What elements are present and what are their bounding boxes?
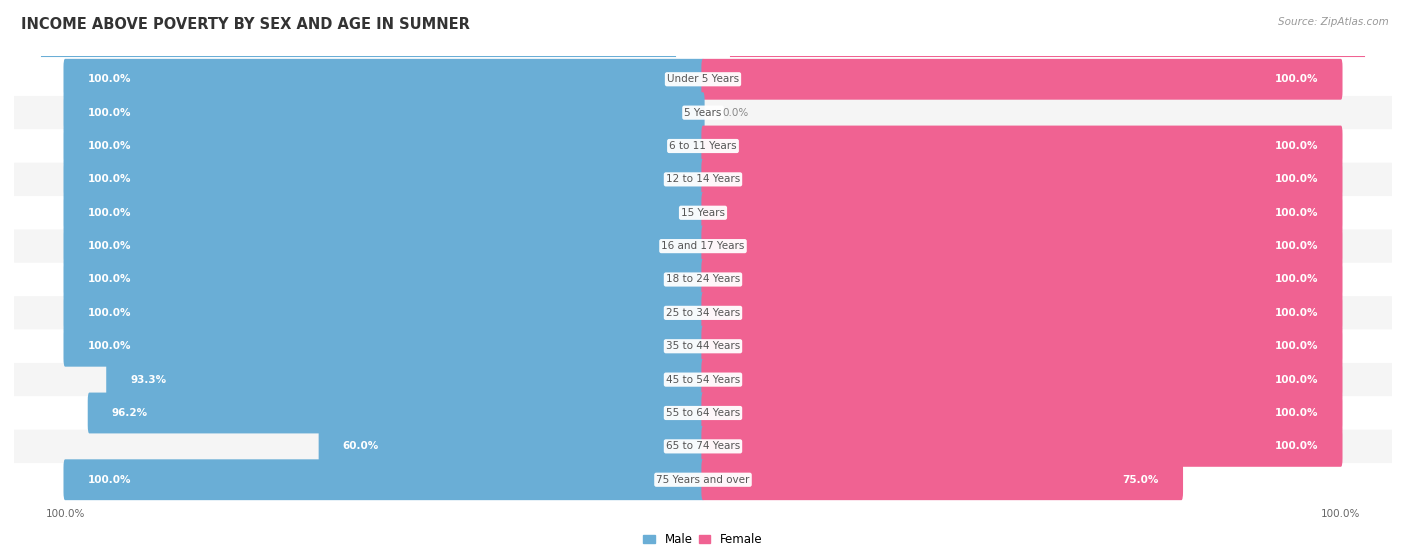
Text: 100.0%: 100.0% bbox=[1275, 408, 1319, 418]
Text: 100.0%: 100.0% bbox=[1275, 375, 1319, 385]
FancyBboxPatch shape bbox=[14, 129, 1392, 163]
Text: 96.2%: 96.2% bbox=[111, 408, 148, 418]
Text: 100.0%: 100.0% bbox=[1275, 174, 1319, 184]
FancyBboxPatch shape bbox=[702, 392, 1343, 433]
Text: 100.0%: 100.0% bbox=[87, 341, 131, 351]
Text: 100.0%: 100.0% bbox=[1275, 208, 1319, 218]
Text: 100.0%: 100.0% bbox=[87, 141, 131, 151]
FancyBboxPatch shape bbox=[63, 159, 704, 200]
FancyBboxPatch shape bbox=[702, 192, 1343, 233]
FancyBboxPatch shape bbox=[319, 426, 704, 467]
FancyBboxPatch shape bbox=[87, 392, 704, 433]
Text: 35 to 44 Years: 35 to 44 Years bbox=[666, 341, 740, 351]
FancyBboxPatch shape bbox=[14, 163, 1392, 196]
Text: 12 to 14 Years: 12 to 14 Years bbox=[666, 174, 740, 184]
FancyBboxPatch shape bbox=[14, 330, 1392, 363]
Text: 100.0%: 100.0% bbox=[87, 308, 131, 318]
Text: 55 to 64 Years: 55 to 64 Years bbox=[666, 408, 740, 418]
Text: 100.0%: 100.0% bbox=[1275, 241, 1319, 251]
FancyBboxPatch shape bbox=[63, 192, 704, 233]
Text: Under 5 Years: Under 5 Years bbox=[666, 74, 740, 84]
FancyBboxPatch shape bbox=[702, 459, 1182, 500]
FancyBboxPatch shape bbox=[14, 96, 1392, 129]
Text: 25 to 34 Years: 25 to 34 Years bbox=[666, 308, 740, 318]
Text: 6 to 11 Years: 6 to 11 Years bbox=[669, 141, 737, 151]
FancyBboxPatch shape bbox=[702, 426, 1343, 467]
FancyBboxPatch shape bbox=[63, 126, 704, 167]
FancyBboxPatch shape bbox=[63, 59, 704, 100]
FancyBboxPatch shape bbox=[63, 259, 704, 300]
FancyBboxPatch shape bbox=[14, 229, 1392, 263]
Text: 100.0%: 100.0% bbox=[87, 174, 131, 184]
FancyBboxPatch shape bbox=[702, 259, 1343, 300]
FancyBboxPatch shape bbox=[63, 326, 704, 367]
FancyBboxPatch shape bbox=[14, 296, 1392, 330]
Text: 75.0%: 75.0% bbox=[1123, 475, 1159, 485]
FancyBboxPatch shape bbox=[63, 92, 704, 133]
Text: 100.0%: 100.0% bbox=[1275, 308, 1319, 318]
Text: 5 Years: 5 Years bbox=[685, 108, 721, 117]
FancyBboxPatch shape bbox=[702, 226, 1343, 267]
FancyBboxPatch shape bbox=[14, 463, 1392, 496]
Text: 100.0%: 100.0% bbox=[87, 74, 131, 84]
FancyBboxPatch shape bbox=[14, 196, 1392, 229]
Text: 75 Years and over: 75 Years and over bbox=[657, 475, 749, 485]
Text: 100.0%: 100.0% bbox=[87, 108, 131, 117]
FancyBboxPatch shape bbox=[14, 263, 1392, 296]
FancyBboxPatch shape bbox=[702, 126, 1343, 167]
Text: 18 to 24 Years: 18 to 24 Years bbox=[666, 274, 740, 285]
FancyBboxPatch shape bbox=[63, 226, 704, 267]
FancyBboxPatch shape bbox=[702, 159, 1343, 200]
FancyBboxPatch shape bbox=[702, 359, 1343, 400]
FancyBboxPatch shape bbox=[702, 59, 1343, 100]
Text: 0.0%: 0.0% bbox=[723, 108, 748, 117]
Text: 100.0%: 100.0% bbox=[1275, 274, 1319, 285]
Text: 100.0%: 100.0% bbox=[87, 475, 131, 485]
Text: 60.0%: 60.0% bbox=[343, 442, 378, 451]
FancyBboxPatch shape bbox=[702, 292, 1343, 333]
FancyBboxPatch shape bbox=[63, 459, 704, 500]
FancyBboxPatch shape bbox=[14, 396, 1392, 430]
Text: 93.3%: 93.3% bbox=[131, 375, 166, 385]
FancyBboxPatch shape bbox=[63, 292, 704, 333]
FancyBboxPatch shape bbox=[702, 326, 1343, 367]
Text: Source: ZipAtlas.com: Source: ZipAtlas.com bbox=[1278, 17, 1389, 27]
Text: 65 to 74 Years: 65 to 74 Years bbox=[666, 442, 740, 451]
Text: 100.0%: 100.0% bbox=[87, 274, 131, 285]
Text: 16 and 17 Years: 16 and 17 Years bbox=[661, 241, 745, 251]
Text: INCOME ABOVE POVERTY BY SEX AND AGE IN SUMNER: INCOME ABOVE POVERTY BY SEX AND AGE IN S… bbox=[21, 17, 470, 32]
Legend: Male, Female: Male, Female bbox=[638, 528, 768, 551]
FancyBboxPatch shape bbox=[107, 359, 704, 400]
FancyBboxPatch shape bbox=[14, 363, 1392, 396]
Text: 100.0%: 100.0% bbox=[1275, 341, 1319, 351]
Text: 100.0%: 100.0% bbox=[1275, 141, 1319, 151]
Text: 100.0%: 100.0% bbox=[1275, 74, 1319, 84]
Text: 100.0%: 100.0% bbox=[87, 241, 131, 251]
Text: 15 Years: 15 Years bbox=[681, 208, 725, 218]
FancyBboxPatch shape bbox=[14, 63, 1392, 96]
Text: 100.0%: 100.0% bbox=[87, 208, 131, 218]
Text: 45 to 54 Years: 45 to 54 Years bbox=[666, 375, 740, 385]
FancyBboxPatch shape bbox=[14, 430, 1392, 463]
Text: 100.0%: 100.0% bbox=[1275, 442, 1319, 451]
